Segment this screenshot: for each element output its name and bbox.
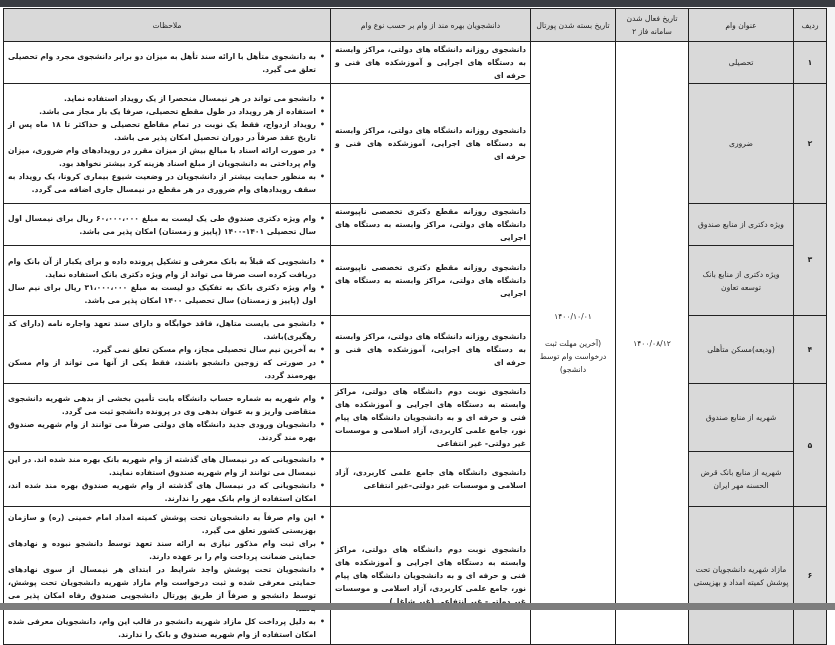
loan-title: مازاد شهریه دانشجویان تحت پوشش کمیته امد… <box>688 506 794 645</box>
notes-list: دانشجو می تواند در هر نیمسال منحصرا از ی… <box>8 92 326 196</box>
note-item: دانشجو می بایست متاهل، فاقد خوابگاه و دا… <box>8 317 325 343</box>
note-item: دانشجویی که قبلاً به بانک معرفی و تشکیل … <box>8 255 325 281</box>
loan-title: (ودیعه)مسکن متأهلی <box>688 315 794 384</box>
table-row: ۴ (ودیعه)مسکن متأهلی دانشجوی روزانه دانشگا… <box>3 315 827 384</box>
table-row: ۵ شهریه از منابع صندوق دانشجوی نوبت دوم دا… <box>3 383 827 507</box>
notes-list: دانشجویانی که در نیمسال های گذشته از وام… <box>8 453 326 505</box>
note-item: به دانشجوی متأهل با ارائه سند تأهل به می… <box>8 50 325 76</box>
note-item: به دلیل پرداخت کل مازاد شهریه دانشجو در … <box>8 615 325 641</box>
row-number: ۵ <box>793 383 827 507</box>
note-item: وام شهریه به شماره حساب دانشگاه بابت تأم… <box>8 392 325 418</box>
loan-title: شهریه از منابع بانک قرض الحسنه مهر ایران <box>688 451 794 507</box>
beneficiaries: دانشجوی روزانه دانشگاه های دولتی، مراکز … <box>330 41 531 84</box>
close-date-note: (آخرین مهلت ثبت درخواست وام توسط دانشجو) <box>539 339 607 374</box>
notes-list: این وام صرفاً به دانشجویان تحت پوشش کمیت… <box>8 511 326 641</box>
table-row: ۱ تحصیلی ۱۴۰۰/۰۸/۱۲ ۱۴۰۰/۱۰/۰۱ (آخرین مهلت ث… <box>3 41 827 645</box>
header-notes: ملاحظات <box>3 8 331 42</box>
notes-cell: دانشجویی که قبلاً به بانک معرفی و تشکیل … <box>3 245 331 316</box>
row-number: ۳ <box>793 203 827 316</box>
beneficiaries: دانشجوی نوبت دوم دانشگاه های دولتی، مراک… <box>330 383 531 452</box>
notes-cell: وام ویژه دکتری صندوق طی یک لیست به مبلغ … <box>3 203 331 246</box>
notes-list: دانشجو می بایست متاهل، فاقد خوابگاه و دا… <box>8 317 326 382</box>
note-item: دانشجویان ورودی جدید دانشگاه های دولتی ص… <box>8 418 325 444</box>
note-item: به منظور حمایت بیشتر از دانشجویان در وضع… <box>8 170 325 196</box>
note-item: در صورت ارائه اسناد با مبالغ بیش از میزا… <box>8 144 325 170</box>
portal-close-date: ۱۴۰۰/۱۰/۰۱ (آخرین مهلت ثبت درخواست وام تو… <box>530 41 616 645</box>
note-item: این وام صرفاً به دانشجویان تحت پوشش کمیت… <box>8 511 325 537</box>
beneficiaries: دانشجوی دانشگاه های جامع علمی کاربردی، آ… <box>330 451 531 507</box>
header-phase2-date: تاریخ فعال شدن سامانه فاز ۲ <box>615 8 689 42</box>
notes-list: وام شهریه به شماره حساب دانشگاه بابت تأم… <box>8 392 326 444</box>
notes-cell: به دانشجوی متأهل با ارائه سند تأهل به می… <box>3 41 331 84</box>
note-item: رویداد ازدواج، فقط یک نوبت در تمام مقاطع… <box>8 118 325 144</box>
table-header-row: ردیف عنوان وام تاریخ فعال شدن سامانه فاز… <box>3 8 827 42</box>
beneficiaries: دانشجوی روزانه دانشگاه های دولتی، مراکز … <box>330 315 531 384</box>
loan-table: ردیف عنوان وام تاریخ فعال شدن سامانه فاز… <box>3 8 827 645</box>
note-item: در صورتی که زوجین دانشجو باشند، فقط یکی … <box>8 356 325 382</box>
note-item: برای ثبت وام مذکور نیازی به ارائه سند تع… <box>8 537 325 563</box>
table-row: ویژه دکتری از منابع بانک توسعه تعاون دانش… <box>3 245 827 316</box>
phase2-date: ۱۴۰۰/۰۸/۱۲ <box>615 41 689 645</box>
loan-title: ضروری <box>688 83 794 204</box>
window-bottom-bar <box>0 603 835 610</box>
table-row: ۶ مازاد شهریه دانشجویان تحت پوشش کمیته ام… <box>3 506 827 645</box>
row-number: ۴ <box>793 315 827 384</box>
row-number: ۱ <box>793 41 827 84</box>
loan-title: شهریه از منابع صندوق <box>688 383 794 452</box>
beneficiaries: دانشجوی روزانه مقطع دکتری تخصصی ناپیوسته… <box>330 203 531 246</box>
header-row-number: ردیف <box>793 8 827 42</box>
loan-title: تحصیلی <box>688 41 794 84</box>
header-beneficiaries: دانشجویان بهره مند از وام بر حسب نوع وام <box>330 8 531 42</box>
notes-list: وام ویژه دکتری صندوق طی یک لیست به مبلغ … <box>8 212 326 238</box>
close-date: ۱۴۰۰/۱۰/۰۱ <box>554 312 592 321</box>
loan-title: ویژه دکتری از منابع بانک توسعه تعاون <box>688 245 794 316</box>
note-item: به آخرین نیم سال تحصیلی مجاز، وام مسکن ت… <box>8 343 325 356</box>
notes-cell: دانشجو می تواند در هر نیمسال منحصرا از ی… <box>3 83 331 204</box>
note-item: دانشجو می تواند در هر نیمسال منحصرا از ی… <box>8 92 325 105</box>
notes-cell: دانشجو می بایست متاهل، فاقد خوابگاه و دا… <box>3 315 331 384</box>
table-row: ۳ ویژه دکتری از منابع صندوق دانشجوی روزانه… <box>3 203 827 316</box>
row-number: ۲ <box>793 83 827 204</box>
table-row: شهریه از منابع بانک قرض الحسنه مهر ایران… <box>3 451 827 507</box>
header-portal-close: تاریخ بسته شدن پورتال <box>530 8 616 42</box>
note-item: وام ویژه دکتری صندوق طی یک لیست به مبلغ … <box>8 212 325 238</box>
window-top-bar <box>0 0 835 7</box>
notes-cell: این وام صرفاً به دانشجویان تحت پوشش کمیت… <box>3 506 331 645</box>
header-loan-title: عنوان وام <box>688 8 794 42</box>
table-row: ۲ ضروری دانشجوی روزانه دانشگاه های دولتی، … <box>3 83 827 204</box>
notes-cell: وام شهریه به شماره حساب دانشگاه بابت تأم… <box>3 383 331 452</box>
beneficiaries: دانشجوی نوبت دوم دانشگاه های دولتی، مراک… <box>330 506 531 645</box>
beneficiaries: دانشجوی روزانه مقطع دکتری تخصصی ناپیوسته… <box>330 245 531 316</box>
note-item: دانشجویانی که در نیمسال های گذشته از وام… <box>8 479 325 505</box>
notes-list: به دانشجوی متأهل با ارائه سند تأهل به می… <box>8 50 326 76</box>
note-item: استفاده از هر رویداد در طول مقطع تحصیلی،… <box>8 105 325 118</box>
notes-list: دانشجویی که قبلاً به بانک معرفی و تشکیل … <box>8 255 326 307</box>
notes-cell: دانشجویانی که در نیمسال های گذشته از وام… <box>3 451 331 507</box>
row-number: ۶ <box>793 506 827 645</box>
note-item: وام ویژه دکتری بانک به تفکیک دو لیست به … <box>8 281 325 307</box>
note-item: دانشجویانی که در نیمسال های گذشته از وام… <box>8 453 325 479</box>
beneficiaries: دانشجوی روزانه دانشگاه های دولتی، مراکز … <box>330 83 531 204</box>
loan-title: ویژه دکتری از منابع صندوق <box>688 203 794 246</box>
page-margin <box>826 7 835 603</box>
